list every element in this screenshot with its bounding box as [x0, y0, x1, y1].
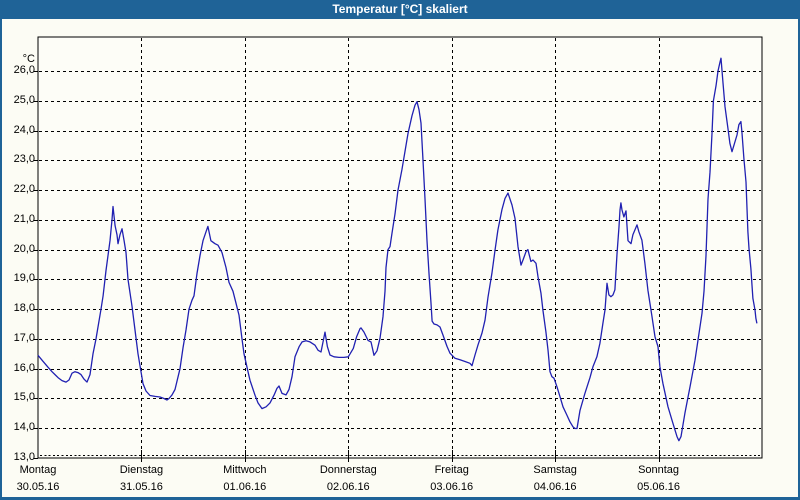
x-date-label-donnerstag: 02.06.16	[326, 481, 370, 493]
y-tick-label-15_0: 15,0	[13, 391, 35, 404]
x-day-label-donnerstag: Donnerstag	[319, 464, 377, 476]
x-day-label-freitag: Freitag	[434, 464, 469, 476]
y-tick-label-21_0: 21,0	[13, 212, 35, 225]
y-tick-label-16_0: 16,0	[13, 361, 35, 374]
x-day-label-dienstag: Dienstag	[119, 464, 164, 476]
y-tick-label-13_0: 13,0	[13, 451, 35, 463]
x-date-label-samstag: 04.06.16	[533, 481, 577, 493]
x-date-label-dienstag: 31.05.16	[120, 481, 163, 493]
y-tick-label-14_0: 14,0	[13, 421, 35, 434]
x-date-label-sonntag: 05.06.16	[637, 481, 680, 493]
temperature-series-line	[37, 57, 758, 442]
y-tick-label-24_0: 24,0	[13, 123, 35, 136]
x-day-label-sonntag: Sonntag	[638, 464, 680, 476]
x-day-label-montag: Montag	[19, 464, 57, 476]
y-tick-label-26_0: 26,0	[13, 64, 35, 76]
x-date-label-montag: 30.05.16	[16, 481, 60, 493]
temperature-line-chart	[34, 36, 763, 462]
x-date-label-mittwoch: 01.06.16	[223, 481, 267, 493]
chart-area: °C 26,0 25,0 24,0 23,0 22,0 21,0 20,0 19,0 18,0 1…	[2, 19, 798, 497]
y-tick-label-22_0: 22,0	[13, 183, 35, 196]
y-tick-label-17_0: 17,0	[13, 331, 35, 344]
y-tick-label-25_0: 25,0	[13, 93, 35, 106]
y-axis-unit-label: °C	[22, 53, 35, 65]
window-title-bar[interactable]: Temperatur [°C] skaliert	[2, 0, 798, 19]
x-day-label-mittwoch: Mittwoch	[223, 464, 267, 476]
y-tick-label-20_0: 20,0	[13, 242, 35, 255]
window-title: Temperatur [°C] skaliert	[332, 2, 468, 16]
x-date-label-freitag: 03.06.16	[430, 481, 474, 493]
y-tick-label-19_0: 19,0	[13, 272, 35, 285]
y-tick-label-23_0: 23,0	[13, 153, 35, 166]
y-tick-label-18_0: 18,0	[13, 302, 35, 315]
x-day-label-samstag: Samstag	[533, 464, 577, 476]
plot-border	[37, 36, 763, 459]
